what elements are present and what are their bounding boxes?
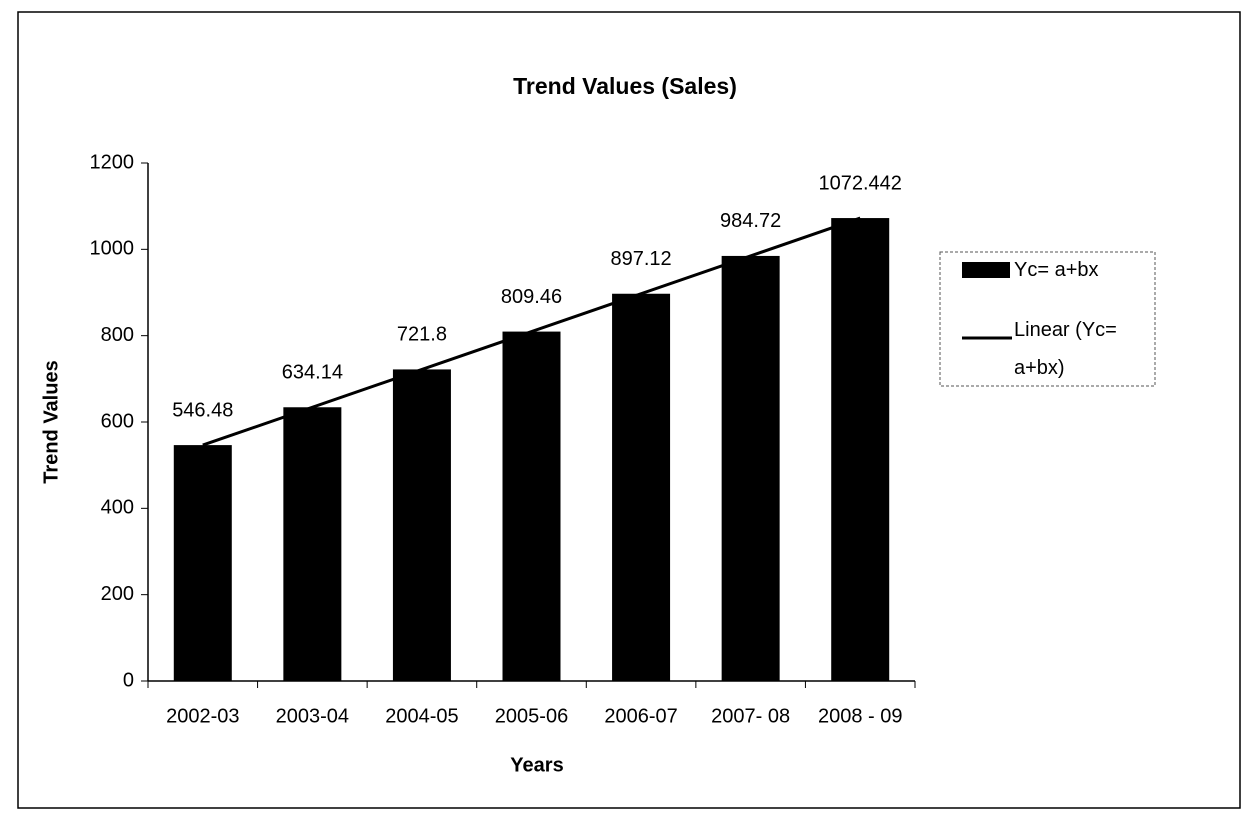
x-axis-label: Years — [510, 754, 563, 776]
bar — [392, 369, 451, 681]
y-tick-label: 0 — [123, 669, 134, 691]
bar — [502, 331, 561, 681]
legend-label: Linear (Yc= a+bx) — [1014, 319, 1117, 379]
data-label: 1072.442 — [819, 172, 902, 194]
y-axis-label: Trend Values — [40, 360, 62, 483]
bar — [283, 407, 342, 681]
data-label: 897.12 — [610, 248, 671, 270]
y-tick-label: 800 — [101, 324, 134, 346]
data-label: 809.46 — [501, 286, 562, 308]
bar — [173, 445, 232, 681]
bar — [612, 293, 671, 681]
data-label: 634.14 — [282, 362, 343, 384]
data-label: 984.72 — [720, 210, 781, 232]
chart-title: Trend Values (Sales) — [513, 73, 737, 99]
data-label: 546.48 — [172, 399, 233, 421]
trendline — [202, 216, 861, 447]
legend-swatch — [962, 262, 1010, 278]
x-tick-label: 2002-03 — [166, 705, 239, 727]
bar — [831, 218, 890, 681]
x-tick-label: 2005-06 — [495, 705, 568, 727]
x-tick-label: 2004-05 — [385, 705, 458, 727]
y-tick-label: 600 — [101, 410, 134, 432]
y-tick-label: 400 — [101, 497, 134, 519]
x-tick-label: 2007- 08 — [711, 705, 790, 727]
bar — [721, 255, 780, 681]
x-tick-label: 2008 - 09 — [818, 705, 903, 727]
y-tick-label: 1200 — [90, 151, 135, 173]
x-tick-label: 2003-04 — [276, 705, 349, 727]
data-label: 721.8 — [397, 324, 447, 346]
y-tick-label: 1000 — [90, 238, 135, 260]
y-tick-label: 200 — [101, 583, 134, 605]
legend-label: Yc= a+bx — [1014, 259, 1099, 281]
x-tick-label: 2006-07 — [604, 705, 677, 727]
